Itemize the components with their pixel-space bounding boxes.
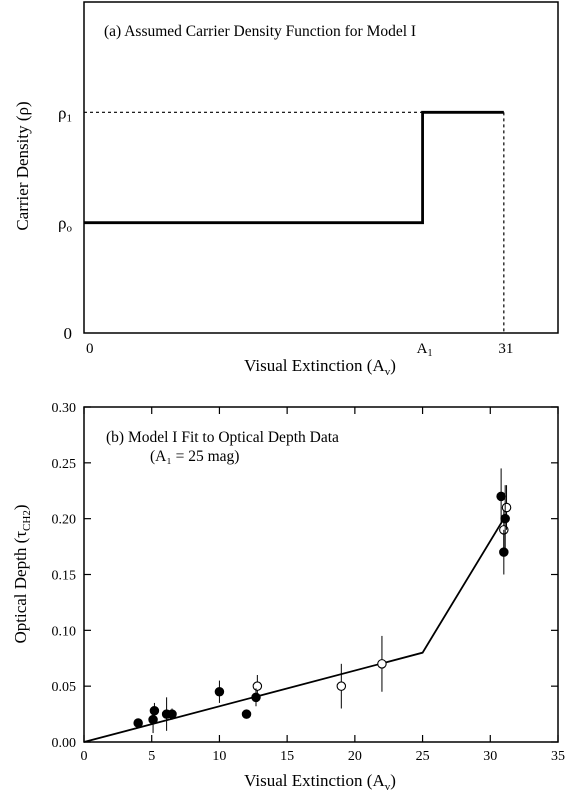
panel-a-y-tick-label: 0 [64, 324, 73, 343]
panel-b-y-tick-label: 0.10 [52, 624, 77, 639]
panel-b-y-tick-label: 0.00 [52, 736, 77, 751]
open-data-point [377, 659, 387, 669]
open-data-point [501, 502, 512, 513]
panel-a: (a) Assumed Carrier Density Function for… [13, 1, 559, 378]
open-data-point [252, 681, 263, 691]
open-data-point [336, 681, 347, 691]
panel-b-x-tick-label: 0 [81, 749, 88, 764]
panel-a-x-tick-label: A1 [417, 341, 433, 359]
panel-b-y-tick-label: 0.25 [52, 457, 77, 472]
panel-b-title: (b) Model I Fit to Optical Depth Data [106, 429, 339, 446]
panel-a-x-tick-label: 31 [498, 341, 513, 357]
filled-data-point [251, 692, 261, 703]
panel-b-x-tick-label: 35 [551, 749, 565, 764]
panel-b-x-tick-label: 5 [148, 749, 155, 764]
panel-b-x-tick-label: 30 [483, 749, 497, 764]
filled-data-point [133, 718, 143, 728]
panel-b-subtitle: (A₁ = 25 mag) [150, 448, 239, 465]
filled-data-point [241, 709, 252, 719]
filled-data-point [500, 513, 510, 524]
filled-data-point [499, 547, 509, 557]
panel-a-y-tick-label: ρ1 [58, 103, 72, 124]
panel-b: (b) Model I Fit to Optical Depth Data (A… [11, 401, 565, 793]
filled-data-point [149, 705, 160, 716]
filled-data-point [148, 714, 158, 725]
panel-b-y-tick-label: 0.30 [52, 401, 77, 416]
panel-a-y-tick-label: ρo [58, 214, 72, 235]
panel-a-x-axis-label: Visual Extinction (Av) [244, 356, 396, 378]
panel-a-frame [83, 1, 559, 334]
panel-b-x-axis-label: Visual Extinction (Av) [244, 771, 396, 793]
panel-b-x-tick-label: 25 [416, 749, 430, 764]
panel-b-x-tick-label: 20 [348, 749, 362, 764]
filled-data-point [214, 686, 225, 697]
carrier-density-step-line [84, 110, 504, 225]
panel-a-title: (a) Assumed Carrier Density Function for… [104, 23, 416, 40]
panel-b-x-tick-label: 15 [280, 749, 294, 764]
panel-b-x-tick-label: 10 [212, 749, 226, 764]
filled-data-point [167, 709, 177, 719]
panel-a-x-tick-label: 0 [86, 341, 94, 357]
panel-b-y-axis-label: Optical Depth (τCH2) [11, 504, 33, 643]
panel-b-y-tick-label: 0.05 [52, 680, 77, 695]
filled-data-point [496, 491, 506, 502]
panel-b-y-tick-label: 0.20 [52, 513, 77, 528]
model-fit-line [83, 518, 505, 743]
panel-a-y-axis-label: Carrier Density (ρ) [13, 101, 32, 230]
panel-b-y-tick-label: 0.15 [52, 569, 77, 584]
